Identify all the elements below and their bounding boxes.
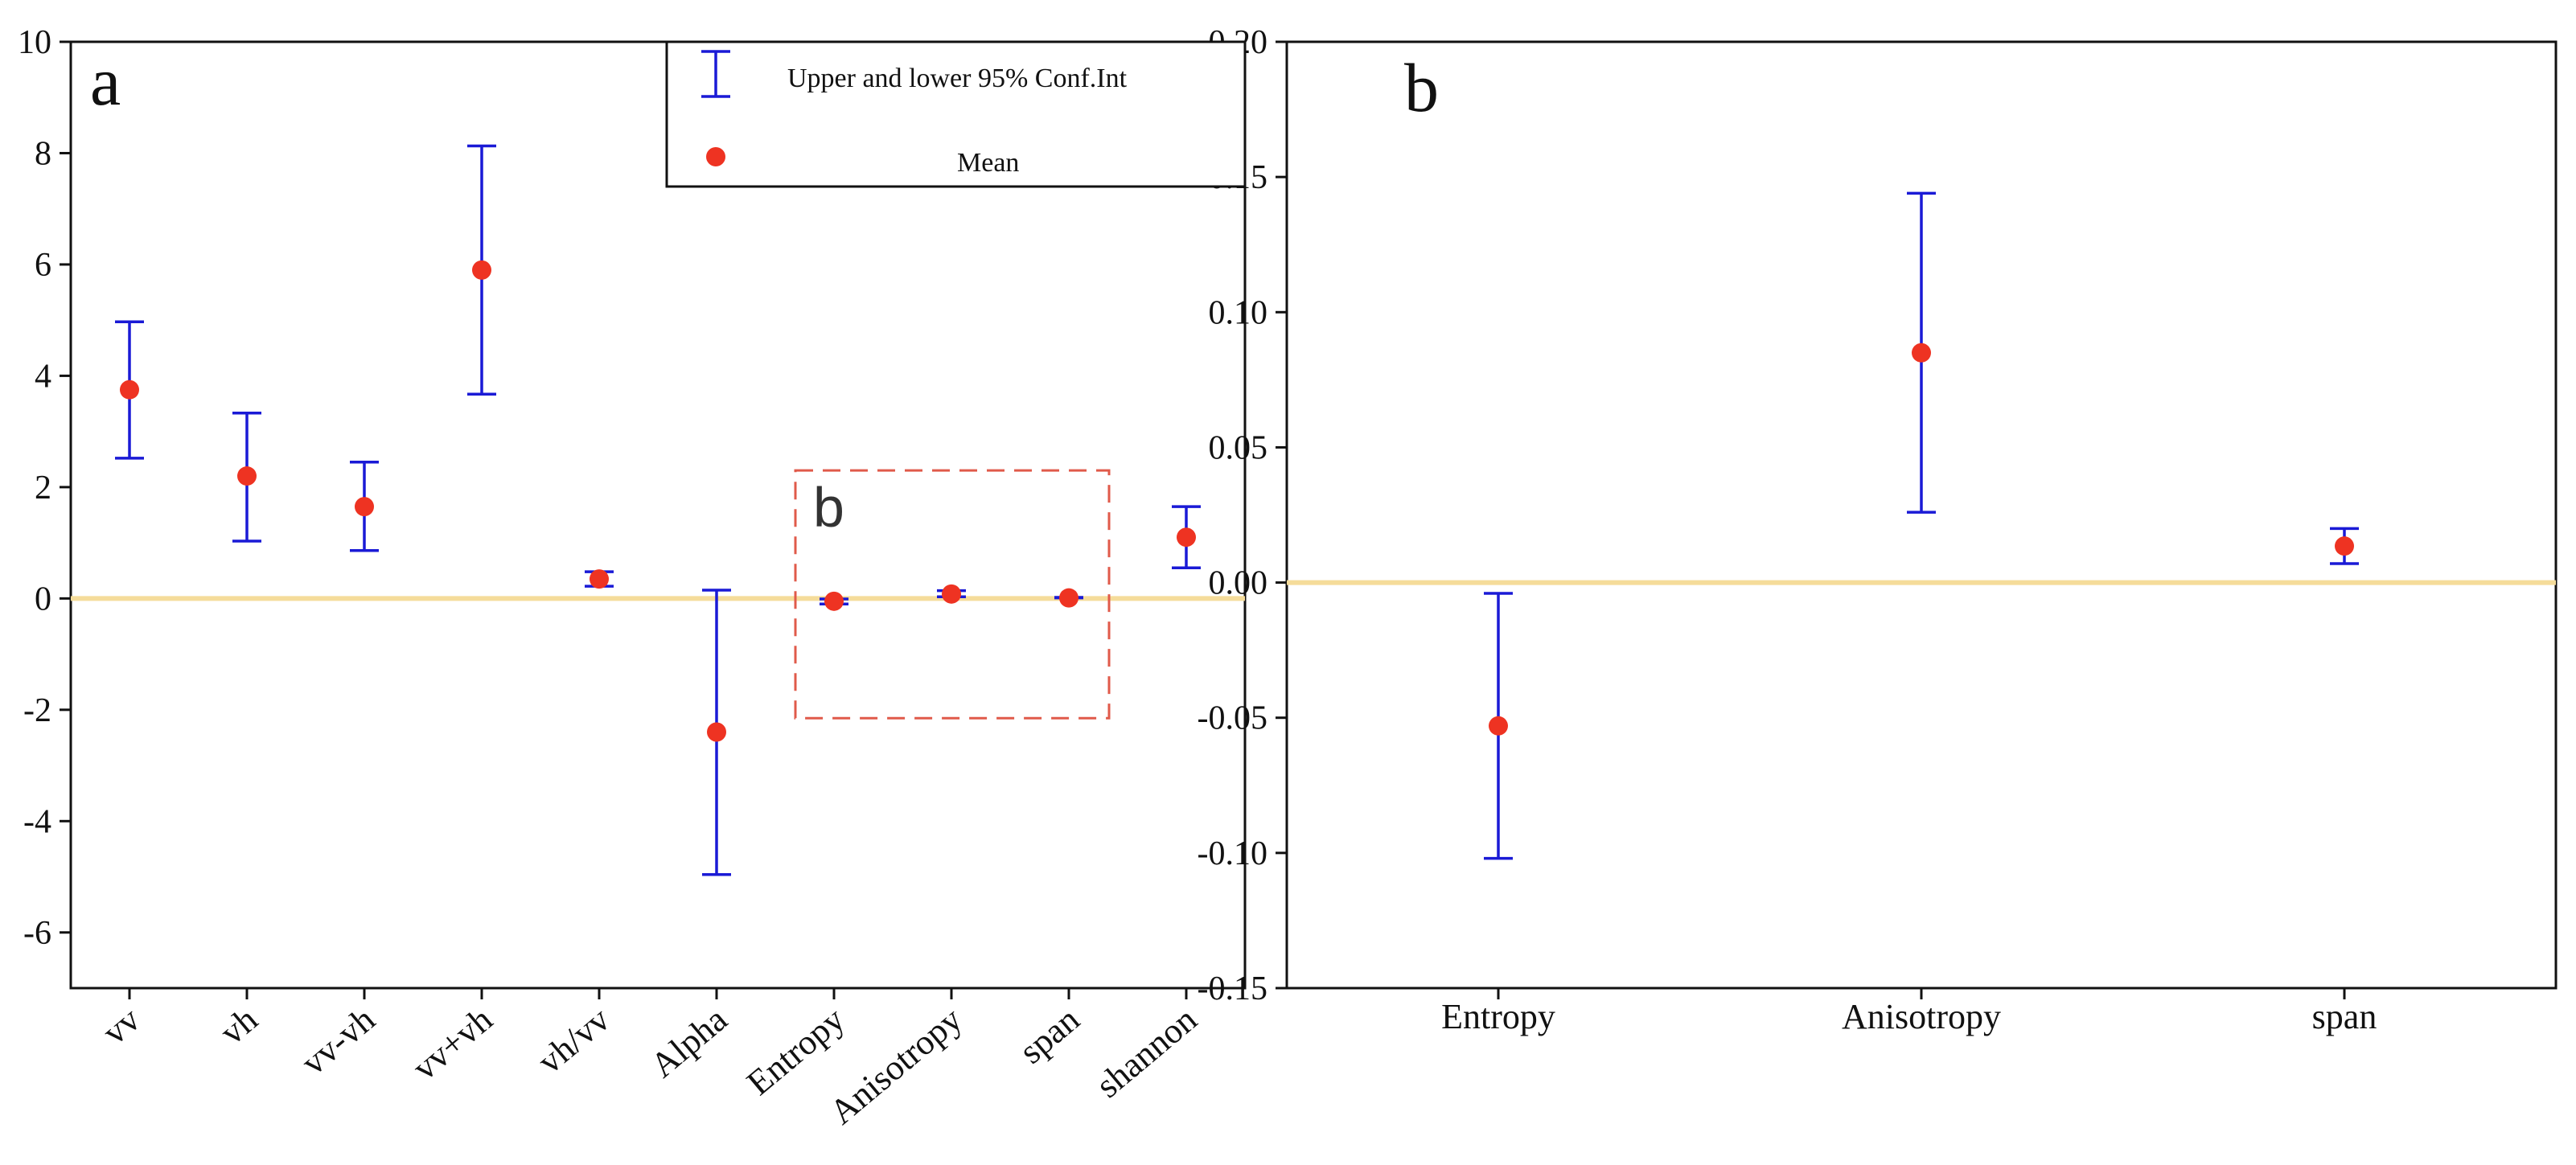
mean-point-anisotropy xyxy=(942,584,961,604)
y-tick-label: -0.05 xyxy=(1198,700,1268,737)
category-label-alpha: Alpha xyxy=(643,999,735,1085)
y-tick-label: 0 xyxy=(35,580,51,617)
mean-point-alpha xyxy=(707,722,726,742)
panel-b: b -0.15-0.10-0.050.000.050.100.150.20Ent… xyxy=(1198,24,2558,1036)
y-tick-label: -2 xyxy=(23,692,51,729)
mean-point-vv xyxy=(120,379,139,400)
zoom-inset-label: b xyxy=(813,476,844,539)
mean-point-entropy xyxy=(1489,716,1508,736)
panel-a-letter: a xyxy=(90,43,121,120)
y-tick-label: 8 xyxy=(35,135,51,172)
mean-point-entropy xyxy=(824,591,844,611)
mean-point-vh xyxy=(237,466,257,486)
category-label-span: span xyxy=(2312,997,2377,1036)
y-tick-label: 6 xyxy=(35,247,51,284)
category-label-vh: vh xyxy=(212,999,265,1052)
mean-point-vv-vh xyxy=(472,260,491,280)
category-label-entropy: Entropy xyxy=(1441,997,1555,1036)
zoom-inset-box xyxy=(794,469,1111,720)
panel-a: a -6 -4 -2 0 2 4 6 8 10 vv vh vv-vh vv+vh vh/vv Alpha E… xyxy=(18,24,1247,1132)
y-tick-label: 10 xyxy=(18,24,51,61)
legend: Upper and lower 95% Conf.Int Mean xyxy=(665,40,1247,188)
category-label-span: span xyxy=(1012,999,1087,1071)
plot-frame xyxy=(1285,40,2558,990)
mean-point-vv-vh xyxy=(355,497,374,517)
category-label-vv-vh: vv-vh xyxy=(294,999,382,1083)
category-label-anisotropy: Anisotropy xyxy=(1842,997,2001,1036)
errorbar-legend-icon xyxy=(701,50,730,98)
category-label-shannon: shannon xyxy=(1089,999,1205,1106)
category-label-entropy: Entropy xyxy=(739,999,852,1103)
y-tick-label: 4 xyxy=(35,358,51,395)
y-tick-label: 0.05 xyxy=(1209,429,1268,466)
mean-point-span xyxy=(1059,588,1078,608)
y-tick-label: -4 xyxy=(23,803,51,840)
y-tick-label: -6 xyxy=(23,915,51,952)
mean-point-span xyxy=(2335,536,2354,556)
mean-legend-marker xyxy=(706,147,725,166)
y-tick-label: 0.10 xyxy=(1209,294,1268,331)
legend-mean-label: Mean xyxy=(957,148,1019,178)
category-label-anisotropy: Anisotropy xyxy=(822,999,969,1132)
category-label-vv: vv xyxy=(95,999,147,1052)
category-label-vh-vv: vh/vv xyxy=(530,999,617,1081)
panel-b-letter: b xyxy=(1404,49,1439,126)
category-label-vv-vh: vv+vh xyxy=(405,999,499,1088)
legend-box xyxy=(665,40,1247,188)
mean-point-anisotropy xyxy=(1912,343,1931,363)
legend-ci-label: Upper and lower 95% Conf.Int xyxy=(787,64,1128,93)
y-tick-label: 0.00 xyxy=(1209,565,1268,602)
mean-point-shannon xyxy=(1177,527,1196,548)
y-tick-label: -0.10 xyxy=(1198,835,1268,872)
y-tick-label: 2 xyxy=(35,470,51,507)
plot-frame xyxy=(69,40,1247,990)
y-tick-label: -0.15 xyxy=(1198,970,1268,1007)
mean-point-vh-vv xyxy=(590,569,609,589)
